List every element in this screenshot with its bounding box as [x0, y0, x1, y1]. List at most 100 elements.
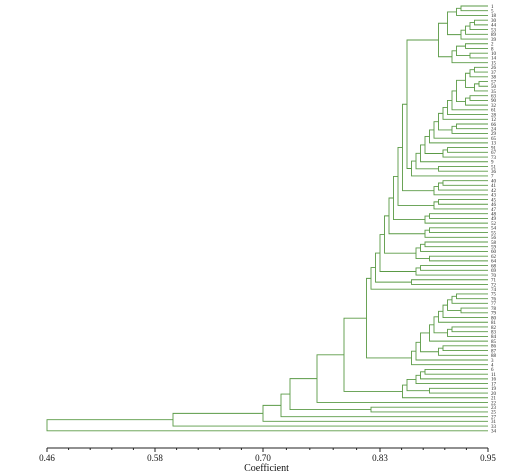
leaf-label: 16 [491, 378, 497, 383]
leaf-label: 61 [491, 109, 497, 114]
leaf-label: 79 [491, 312, 497, 317]
leaf-label: 55 [491, 231, 497, 236]
dendrogram-branch [402, 384, 488, 399]
leaf-label: 68 [491, 264, 497, 269]
leaf-label: 14 [491, 57, 497, 62]
leaf-label: 80 [491, 316, 497, 321]
leaf-label: 29 [491, 132, 497, 137]
x-tick-label: 0.58 [147, 453, 163, 463]
leaf-label: 3 [491, 359, 494, 364]
leaf-label: 11 [491, 373, 496, 378]
leaf-label: 8 [491, 47, 494, 52]
leaf-label: 45 [491, 198, 497, 203]
dendrogram-branch [451, 125, 488, 134]
dendrogram-branch [406, 379, 430, 392]
dendrogram-branch [433, 201, 488, 210]
dendrogram-branch [429, 227, 488, 234]
dendrogram-branch [442, 345, 488, 352]
dendrogram-branch [172, 412, 488, 427]
dendrogram-branch [429, 129, 488, 144]
leaf-label: 54 [491, 227, 497, 232]
leaf-label: 48 [491, 212, 497, 217]
leaf-label: 31 [491, 420, 497, 425]
leaf-label: 87 [491, 349, 497, 354]
dendrogram-branch [366, 277, 412, 359]
dendrogram-branch [469, 52, 488, 59]
leaf-label: 58 [491, 241, 497, 246]
leaf-label: 21 [491, 397, 497, 402]
leaf-label: 41 [491, 184, 497, 189]
leaf-label: 62 [491, 255, 497, 260]
leaf-label: 25 [491, 411, 497, 416]
dendrogram-branch [415, 374, 488, 385]
dendrogram-branch [406, 39, 439, 169]
dendrogram-branch [469, 22, 488, 31]
leaf-label: 76 [491, 297, 497, 302]
dendrogram-branch [424, 215, 488, 224]
leaf-label: 32 [491, 104, 497, 109]
dendrogram-branch [424, 229, 488, 238]
leaf-label: 34 [491, 430, 497, 435]
dendrogram-branch [420, 265, 488, 271]
leaf-label: 2 [491, 43, 494, 48]
leaf-label: 59 [491, 246, 497, 251]
leaf-label: 57 [491, 80, 497, 85]
leaf-label: 7 [491, 175, 494, 180]
leaf-label: 37 [491, 71, 497, 76]
leaf-label: 28 [491, 113, 497, 118]
leaf-label: 86 [491, 345, 497, 350]
dendrogram-branch [424, 241, 488, 248]
dendrogram-branch [415, 247, 430, 259]
leaf-label: 63 [491, 94, 497, 99]
dendrogram-branch [388, 197, 425, 235]
dendrogram-branch [447, 299, 461, 311]
dendrogram-branch [442, 149, 488, 158]
leaf-label: 39 [491, 38, 497, 43]
leaf-label: 15 [491, 61, 497, 66]
leaf-label: 9 [491, 161, 494, 166]
dendrogram-branch [415, 267, 488, 276]
leaf-label: 23 [491, 406, 497, 411]
leaf-label: 19 [491, 387, 497, 392]
leaf-label: 42 [491, 189, 497, 194]
dendrogram-branch [469, 95, 488, 101]
leaf-label: 6 [491, 368, 494, 373]
leaf-label: 36 [491, 170, 497, 175]
dendrogram-branch [442, 107, 488, 120]
x-tick-label: 0.70 [255, 453, 271, 463]
leaf-label: 1 [491, 5, 494, 10]
dendrogram-branch [460, 5, 488, 12]
leaf-label: 67 [491, 151, 497, 156]
leaf-label: 24 [491, 128, 497, 133]
leaf-label: 91 [491, 146, 497, 151]
dendrogram-branch [474, 66, 488, 73]
leaf-label: 18 [491, 14, 497, 19]
leaf-label: 10 [491, 52, 497, 57]
dendrogram-branch [456, 123, 488, 130]
dendrogram-branch [411, 279, 488, 285]
dendrogram-branch [447, 99, 488, 116]
leaf-label: 71 [491, 279, 497, 284]
leaf-label: 20 [491, 392, 497, 397]
dendrogram-branch [424, 135, 443, 154]
leaf-label: 69 [491, 269, 497, 274]
dendrogram-branch [469, 69, 488, 78]
x-axis-title: Coefficient [244, 463, 289, 474]
dendrogram-branch [465, 97, 488, 106]
leaf-label: 52 [491, 222, 497, 227]
dendrogram-branches [46, 5, 488, 432]
dendrogram-branch [465, 25, 488, 35]
leaf-label: 84 [491, 335, 497, 340]
leaf-label: 4 [491, 364, 494, 369]
dendrogram-branch [478, 81, 488, 87]
dendrogram-branch [474, 19, 488, 26]
leaf-label: 60 [491, 250, 497, 255]
dendrogram-branch [370, 267, 488, 290]
leaf-label: 27 [491, 415, 497, 420]
dendrogram-branch [343, 317, 403, 392]
leaf-label: 43 [491, 194, 497, 199]
leaf-label: 70 [491, 274, 497, 279]
leaf-label: 46 [491, 203, 497, 208]
dendrogram-branch [438, 182, 488, 191]
